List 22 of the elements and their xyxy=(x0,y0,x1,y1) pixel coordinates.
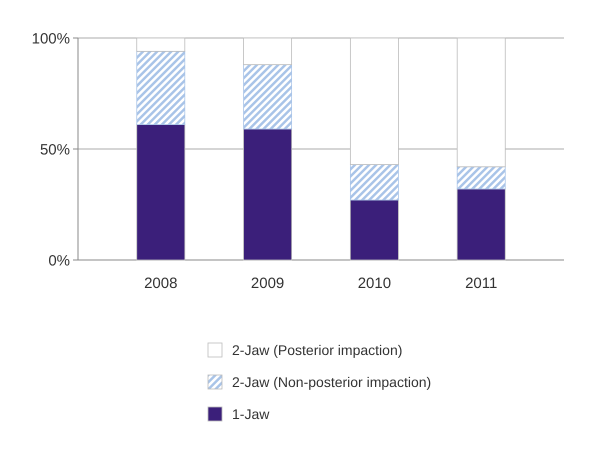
bar xyxy=(350,38,399,165)
y-tick-label: 0% xyxy=(48,252,70,270)
bar xyxy=(243,128,292,260)
x-tick-label: 2010 xyxy=(358,275,392,292)
y-tick-label: 50% xyxy=(40,141,70,158)
bar xyxy=(243,64,292,130)
x-tick-label: 2009 xyxy=(250,275,284,292)
bar xyxy=(456,38,506,168)
y-tick-label: 100% xyxy=(32,30,70,48)
legend-label: 2-Jaw (Posterior impaction) xyxy=(232,342,402,358)
bar xyxy=(350,200,399,260)
x-tick-label: 2008 xyxy=(144,275,178,292)
bar xyxy=(350,164,399,200)
x-tick-label: 2011 xyxy=(465,275,498,292)
bar xyxy=(136,124,186,260)
bar xyxy=(456,166,506,190)
bar xyxy=(136,38,186,52)
bar xyxy=(136,50,186,125)
bar xyxy=(243,38,292,66)
legend-label: 2-Jaw (Non-posterior impaction) xyxy=(232,374,432,390)
legend-label: 1-Jaw xyxy=(232,406,270,422)
bar xyxy=(456,188,506,260)
